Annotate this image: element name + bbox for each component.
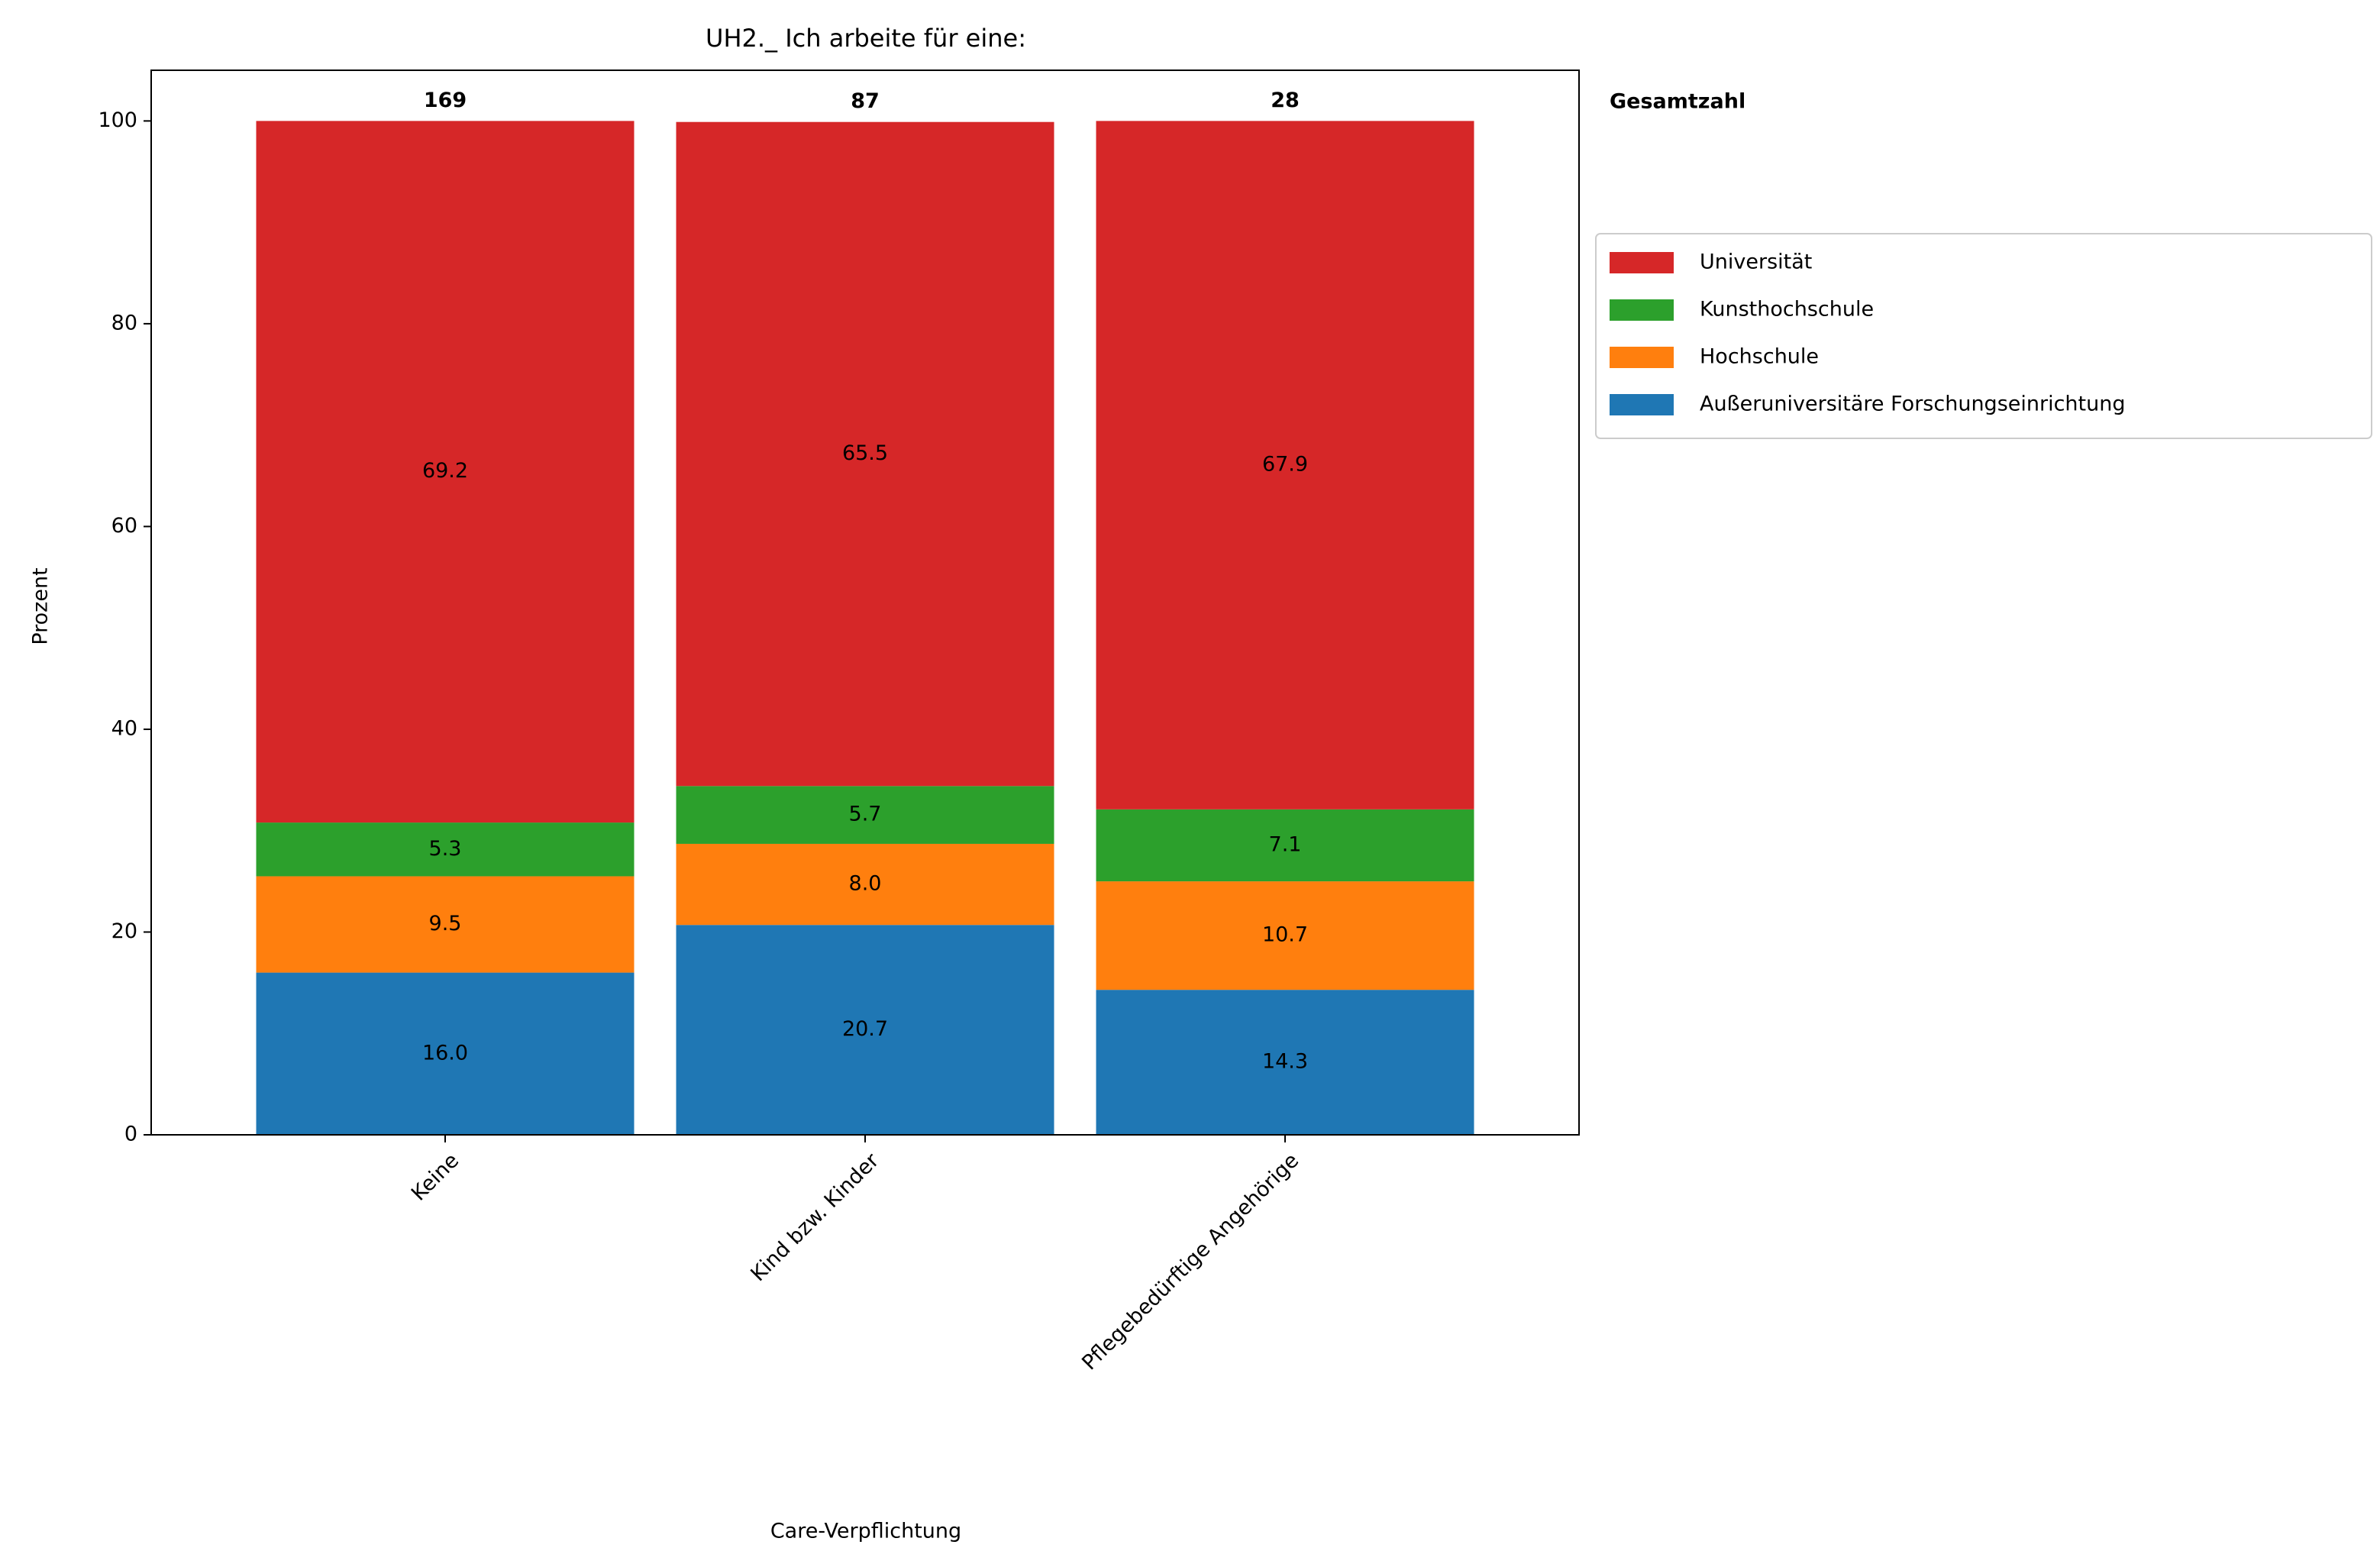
value-label: 16.0 <box>422 1041 468 1065</box>
value-label: 14.3 <box>1262 1050 1308 1074</box>
value-label: 8.0 <box>849 872 882 896</box>
x-axis-label: Care-Verpflichtung <box>770 1520 961 1543</box>
y-tick-label: 60 <box>111 514 137 538</box>
totals-heading: Gesamtzahl <box>1610 90 1745 114</box>
value-label: 5.3 <box>429 837 462 861</box>
x-tick-label: Keine <box>407 1149 463 1205</box>
bar-segment <box>676 121 1054 787</box>
bar-segment <box>1096 809 1474 882</box>
legend-label: Hochschule <box>1700 345 1819 369</box>
total-label: 169 <box>424 89 467 112</box>
value-label: 9.5 <box>429 912 462 935</box>
value-label: 20.7 <box>842 1017 888 1041</box>
legend-label: Kunsthochschule <box>1700 298 1874 322</box>
y-tick-label: 20 <box>111 919 137 943</box>
legend-label: Außeruniversitäre Forschungseinrichtung <box>1700 393 2126 416</box>
bar-segment <box>1096 990 1474 1135</box>
y-axis-label: Prozent <box>29 567 53 645</box>
bar-segment <box>1096 881 1474 990</box>
legend-swatch <box>1610 394 1674 415</box>
legend-swatch <box>1610 299 1674 321</box>
value-label: 7.1 <box>1269 832 1302 856</box>
bar-segment <box>676 786 1054 844</box>
legend-swatch <box>1610 252 1674 273</box>
chart-title: UH2._ Ich arbeite für eine: <box>706 24 1026 53</box>
legend-label: Universität <box>1700 250 1812 274</box>
y-tick-label: 100 <box>98 108 137 132</box>
bar-segment <box>256 121 635 823</box>
legend-swatch <box>1610 347 1674 368</box>
legend-box <box>1595 233 2372 439</box>
plot-frame <box>150 69 1580 1136</box>
bar-segment <box>1096 121 1474 809</box>
y-tick-label: 80 <box>111 311 137 334</box>
bar-segment <box>256 822 635 877</box>
value-label: 5.7 <box>849 803 882 826</box>
value-label: 69.2 <box>422 459 468 483</box>
bar-segment <box>676 925 1054 1135</box>
y-tick-label: 0 <box>124 1123 137 1146</box>
bar-segment <box>256 876 635 973</box>
total-label: 28 <box>1271 89 1300 112</box>
value-label: 65.5 <box>842 441 888 465</box>
bar-segment <box>256 972 635 1135</box>
bar-segment <box>676 843 1054 926</box>
x-tick-label: Pflegebedürftige Angehörige <box>1077 1149 1303 1375</box>
y-tick-label: 40 <box>111 716 137 740</box>
total-label: 87 <box>851 89 880 113</box>
value-label: 10.7 <box>1262 923 1308 947</box>
value-label: 67.9 <box>1262 453 1308 477</box>
x-tick-label: Kind bzw. Kinder <box>746 1149 883 1286</box>
